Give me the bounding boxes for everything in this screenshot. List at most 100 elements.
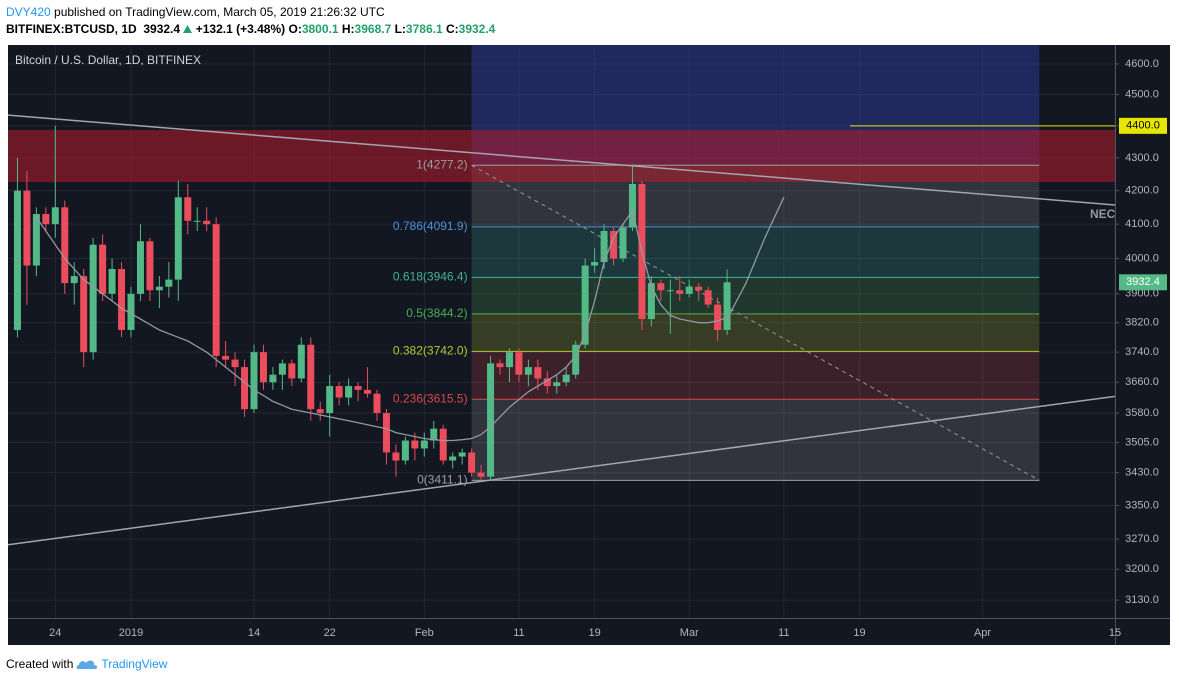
fib-label: 0.5(3844.2)	[406, 306, 467, 320]
candle-body	[61, 207, 69, 284]
logo[interactable]	[76, 657, 98, 671]
candle-body	[411, 440, 419, 449]
candle-body	[695, 286, 703, 291]
candle-body	[269, 374, 277, 383]
candle-body	[723, 282, 731, 330]
resistance-zone	[8, 129, 1115, 183]
candle-body	[534, 367, 542, 379]
fib-zone	[471, 313, 1040, 352]
header-line: BITFINEX:BTCUSD, 1D 3932.4 +132.1 (+3.48…	[6, 21, 495, 38]
y-tick-label: 4200.0	[1125, 185, 1159, 197]
candle-body	[515, 352, 523, 375]
x-tick-label: 11	[513, 627, 524, 639]
change: +132.1 (+3.48%)	[195, 22, 286, 36]
x-tick-label: Apr	[974, 627, 991, 639]
y-tick-label: 4500.0	[1125, 88, 1159, 100]
symbol: BITFINEX:BTCUSD, 1D	[6, 22, 137, 36]
candle-body	[118, 269, 126, 330]
last-price-label: 3932.4	[1126, 276, 1160, 288]
y-tick-label: 3200.0	[1125, 563, 1159, 575]
candle-body	[335, 386, 343, 398]
candle-body	[51, 207, 59, 225]
x-tick-label: 24	[49, 627, 61, 639]
candle-body	[99, 244, 107, 294]
y-tick-label: 3580.0	[1125, 407, 1159, 419]
y-tick-label: 3430.0	[1125, 467, 1159, 479]
candle-body	[13, 190, 21, 330]
candle-body	[42, 214, 50, 225]
y-tick-label: 4000.0	[1125, 252, 1159, 264]
candle-body	[89, 244, 97, 353]
x-tick-label: 15	[1109, 627, 1121, 639]
candle-body	[32, 214, 40, 266]
header: DVY420 published on TradingView.com, Mar…	[6, 4, 495, 38]
trend-line	[8, 114, 1115, 206]
candle-body	[543, 378, 551, 387]
y-tick-label: 4300.0	[1125, 152, 1159, 164]
plot-area: 1(4277.2) 0.786(4091.9) 0.618(3946.4) 0.5(3…	[8, 45, 1124, 618]
x-tick-label: Feb	[415, 627, 434, 639]
fib-zone	[471, 399, 1040, 481]
fib-label: 0.236(3615.5)	[393, 391, 468, 405]
candle-body	[250, 352, 258, 410]
fib-label: 0.382(3742.0)	[393, 344, 468, 358]
x-tick-label: 19	[588, 627, 600, 639]
candle-body	[704, 290, 712, 305]
candle-body	[70, 276, 78, 284]
created-with: Created with	[6, 657, 74, 671]
x-tick-label: 11	[778, 627, 789, 639]
candle-body	[278, 363, 286, 375]
candle-body	[572, 344, 580, 375]
y-tick-label: 4600.0	[1125, 58, 1159, 70]
ohlc-label: H:	[341, 22, 355, 36]
candle-body	[401, 440, 409, 461]
ohlc-value: 3800.1	[301, 22, 339, 36]
fib-label: 1(4277.2)	[416, 157, 467, 171]
candle-body	[458, 452, 466, 457]
candle-body	[505, 352, 513, 368]
candle-body	[553, 382, 561, 387]
candle-body	[685, 286, 693, 294]
candle-body	[468, 452, 476, 473]
x-tick-label: Mar	[680, 627, 699, 639]
candle-body	[610, 230, 618, 259]
y-tick-label: 3900.0	[1125, 288, 1159, 300]
candle-body	[212, 224, 220, 356]
candle-body	[316, 409, 324, 414]
brand[interactable]: TradingView	[101, 657, 168, 671]
candle-body	[666, 290, 674, 292]
ohlc-value: 3786.1	[405, 22, 443, 36]
candle-body	[628, 184, 636, 228]
y-tick-label: 4100.0	[1125, 218, 1159, 230]
published: published on TradingView.com, March 05, …	[50, 5, 385, 19]
candle-body	[449, 456, 457, 461]
candle-body	[288, 363, 296, 379]
y-tick-label: 3350.0	[1125, 499, 1159, 511]
candle-body	[155, 286, 163, 291]
candle-body	[231, 359, 239, 368]
y-tick-label: 3820.0	[1125, 317, 1159, 329]
target-tag	[1119, 117, 1167, 134]
moving-average	[35, 209, 728, 442]
candle-body	[364, 389, 372, 394]
candle-body	[23, 190, 31, 266]
candle-body	[259, 352, 267, 383]
fib-zone	[471, 226, 1040, 278]
candle-body	[80, 276, 88, 353]
candle-body	[524, 367, 532, 375]
candle-body	[591, 262, 599, 266]
candle-body	[477, 472, 485, 477]
trend-line	[8, 395, 1115, 546]
chart: 1(4277.2) 0.786(4091.9) 0.618(3946.4) 0.5(3…	[8, 45, 1170, 645]
candle-body	[297, 344, 305, 379]
chart-legend: Bitcoin / U.S. Dollar, 1D, BITFINEX	[15, 53, 201, 67]
candle-body	[657, 283, 665, 291]
footer: Created with TradingView	[6, 657, 167, 671]
candle-body	[600, 230, 608, 263]
trend-label: NECK	[1090, 207, 1124, 221]
header-line: DVY420 published on TradingView.com, Mar…	[6, 4, 495, 21]
author[interactable]: DVY420	[6, 5, 51, 19]
candle-body	[581, 265, 589, 345]
candle-body	[127, 293, 135, 330]
candle-body	[430, 428, 438, 441]
